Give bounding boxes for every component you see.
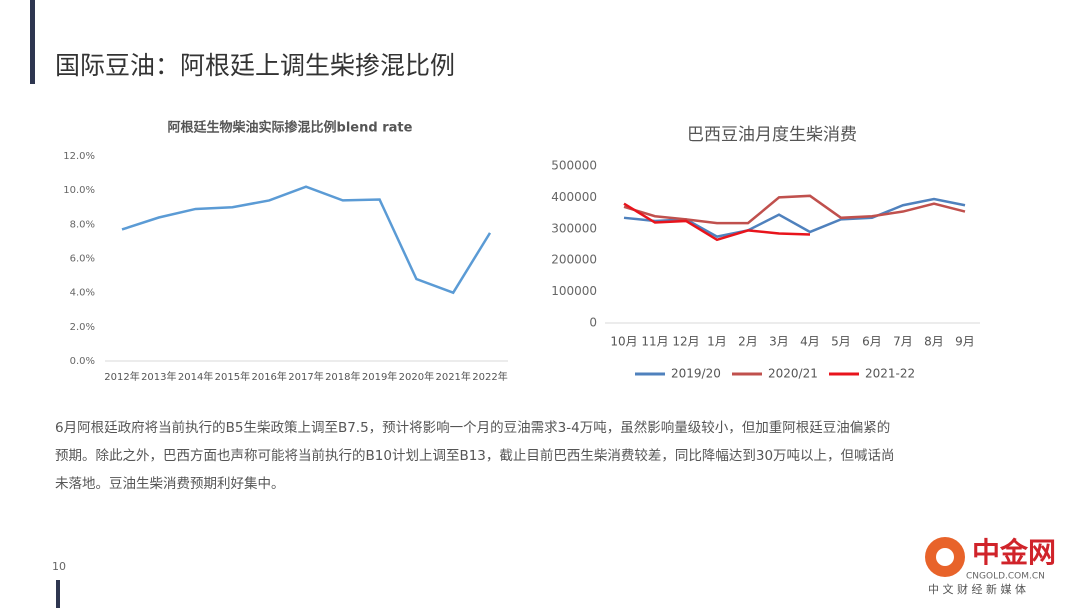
logo-text: 中金网 (972, 536, 1056, 569)
y-tick-label: 200000 (551, 253, 597, 267)
accent-bar (30, 0, 35, 84)
line-series (623, 194, 966, 225)
x-tick-label: 7月 (893, 335, 913, 349)
logo-tagline: 中 文 财 经 新 媒 体 (928, 582, 1026, 596)
y-tick-label: 400000 (551, 190, 597, 204)
x-tick-label: 2022年 (472, 370, 507, 383)
legend-label: 2019/20 (671, 367, 721, 381)
x-tick-label: 10月 (610, 335, 637, 349)
y-tick-label: 0.0% (70, 356, 95, 367)
x-tick-label: 2019年 (362, 370, 397, 383)
x-tick-label: 9月 (955, 335, 975, 349)
y-tick-label: 500000 (551, 159, 597, 173)
x-tick-label: 2014年 (178, 370, 213, 383)
x-tick-label: 2月 (738, 335, 758, 349)
slide-title: 国际豆油：阿根廷上调生柴掺混比例 (55, 51, 455, 80)
y-tick-label: 8.0% (70, 219, 95, 230)
x-tick-label: 6月 (862, 335, 882, 349)
y-tick-label: 300000 (551, 221, 597, 235)
body-text: 预期。除此之外，巴西方面也声称可能将当前执行的B10计划上调至B13，截止目前巴… (55, 447, 895, 464)
page-number: 10 (52, 560, 66, 573)
y-tick-label: 10.0% (63, 185, 95, 196)
line-series (623, 202, 811, 242)
body-text: 6月阿根廷政府将当前执行的B5生柴政策上调至B7.5，预计将影响一个月的豆油需求… (55, 419, 890, 436)
legend-label: 2021-22 (865, 367, 915, 381)
logo-icon (936, 548, 954, 566)
accent-bar (56, 580, 60, 608)
y-tick-label: 6.0% (70, 254, 95, 265)
x-tick-label: 2016年 (251, 370, 286, 383)
line-series (121, 185, 492, 295)
x-tick-label: 2020年 (399, 370, 434, 383)
x-tick-label: 1月 (707, 335, 727, 349)
x-tick-label: 3月 (769, 335, 789, 349)
chart-title: 巴西豆油月度生柴消费 (687, 125, 857, 145)
legend-label: 2020/21 (768, 367, 818, 381)
x-tick-label: 11月 (641, 335, 668, 349)
y-tick-label: 12.0% (63, 151, 95, 162)
x-tick-label: 2015年 (215, 370, 250, 383)
y-tick-label: 2.0% (70, 322, 95, 333)
logo-url: CNGOLD.COM.CN (966, 572, 1045, 582)
x-tick-label: 4月 (800, 335, 820, 349)
x-tick-label: 2018年 (325, 370, 360, 383)
y-tick-label: 100000 (551, 284, 597, 298)
x-tick-label: 12月 (672, 335, 699, 349)
chart-title: 阿根廷生物柴油实际掺混比例blend rate (168, 120, 413, 136)
x-tick-label: 8月 (924, 335, 944, 349)
x-tick-label: 2021年 (435, 370, 470, 383)
x-tick-label: 5月 (831, 335, 851, 349)
x-tick-label: 2017年 (288, 370, 323, 383)
x-tick-label: 2013年 (141, 370, 176, 383)
x-tick-label: 2012年 (104, 370, 139, 383)
y-tick-label: 4.0% (70, 288, 95, 299)
y-tick-label: 0 (589, 316, 597, 330)
body-text: 未落地。豆油生柴消费预期利好集中。 (55, 476, 285, 492)
